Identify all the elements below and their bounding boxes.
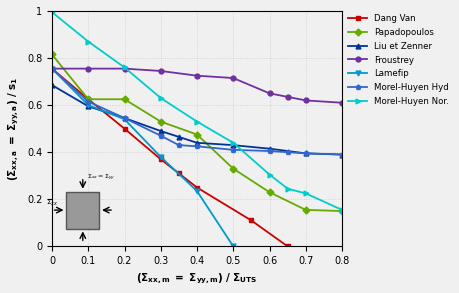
Papadopoulos bbox=[339, 209, 344, 213]
Line: Morel-Huyen Hyd: Morel-Huyen Hyd bbox=[50, 66, 344, 157]
Dang Van bbox=[157, 158, 163, 161]
Morel-Huyen Nor. bbox=[339, 208, 344, 212]
Morel-Huyen Hyd bbox=[302, 151, 308, 155]
Liu et Zenner bbox=[194, 141, 199, 144]
Morel-Huyen Hyd bbox=[176, 143, 181, 147]
Legend: Dang Van, Papadopoulos, Liu et Zenner, Froustrey, Lamefip, Morel-Huyen Hyd, More: Dang Van, Papadopoulos, Liu et Zenner, F… bbox=[344, 11, 451, 109]
Liu et Zenner bbox=[85, 105, 91, 108]
Liu et Zenner bbox=[266, 147, 272, 150]
X-axis label: $\bf{(\Sigma_{xx,m}\ =\ \Sigma_{yy,m})\ /\ \Sigma_{UTS}}$: $\bf{(\Sigma_{xx,m}\ =\ \Sigma_{yy,m})\ … bbox=[136, 272, 257, 286]
Morel-Huyen Hyd bbox=[339, 153, 344, 156]
Line: Morel-Huyen Nor.: Morel-Huyen Nor. bbox=[50, 10, 344, 212]
Papadopoulos bbox=[122, 98, 127, 101]
Lamefip bbox=[122, 117, 127, 121]
Froustrey bbox=[230, 76, 235, 80]
Liu et Zenner bbox=[339, 153, 344, 156]
Y-axis label: $\bf{(\Sigma_{xx,a}\ =\ \Sigma_{yy,a})\ /\ s_1}$: $\bf{(\Sigma_{xx,a}\ =\ \Sigma_{yy,a})\ … bbox=[7, 76, 21, 181]
Morel-Huyen Hyd bbox=[230, 148, 235, 151]
Morel-Huyen Hyd bbox=[194, 144, 199, 148]
Morel-Huyen Nor. bbox=[157, 96, 163, 100]
Liu et Zenner bbox=[176, 135, 181, 139]
Morel-Huyen Nor. bbox=[122, 66, 127, 69]
Morel-Huyen Hyd bbox=[284, 150, 290, 154]
Liu et Zenner bbox=[230, 143, 235, 147]
Froustrey bbox=[266, 92, 272, 95]
Line: Froustrey: Froustrey bbox=[50, 66, 344, 105]
Text: $\Sigma_{xx}{=}\Sigma_{yy}$: $\Sigma_{xx}{=}\Sigma_{yy}$ bbox=[87, 173, 115, 183]
Froustrey bbox=[194, 74, 199, 77]
Froustrey bbox=[284, 95, 290, 99]
Papadopoulos bbox=[302, 208, 308, 212]
Morel-Huyen Hyd bbox=[122, 116, 127, 120]
Line: Dang Van: Dang Van bbox=[50, 66, 290, 249]
Liu et Zenner bbox=[49, 83, 55, 87]
Liu et Zenner bbox=[157, 129, 163, 133]
Morel-Huyen Hyd bbox=[266, 149, 272, 153]
Dang Van bbox=[49, 67, 55, 70]
Morel-Huyen Nor. bbox=[284, 187, 290, 190]
Lamefip bbox=[85, 103, 91, 107]
Froustrey bbox=[302, 99, 308, 102]
Froustrey bbox=[157, 69, 163, 73]
Bar bbox=[66, 192, 99, 229]
Morel-Huyen Hyd bbox=[49, 67, 55, 70]
Lamefip bbox=[157, 155, 163, 159]
Papadopoulos bbox=[85, 98, 91, 101]
Dang Van bbox=[284, 245, 290, 248]
Line: Lamefip: Lamefip bbox=[50, 66, 235, 249]
Lamefip bbox=[230, 245, 235, 248]
Papadopoulos bbox=[194, 133, 199, 136]
Morel-Huyen Nor. bbox=[230, 141, 235, 144]
Dang Van bbox=[122, 127, 127, 130]
Morel-Huyen Hyd bbox=[157, 134, 163, 137]
Liu et Zenner bbox=[302, 151, 308, 155]
Morel-Huyen Nor. bbox=[85, 40, 91, 43]
Papadopoulos bbox=[157, 120, 163, 123]
Lamefip bbox=[49, 67, 55, 70]
Morel-Huyen Nor. bbox=[49, 10, 55, 14]
Dang Van bbox=[85, 98, 91, 101]
Papadopoulos bbox=[49, 53, 55, 56]
Text: $\Sigma_{xx}$: $\Sigma_{xx}$ bbox=[46, 198, 58, 208]
Morel-Huyen Nor. bbox=[302, 192, 308, 195]
Line: Papadopoulos: Papadopoulos bbox=[50, 52, 344, 214]
Morel-Huyen Nor. bbox=[266, 173, 272, 176]
Dang Van bbox=[248, 219, 253, 222]
Papadopoulos bbox=[266, 190, 272, 194]
Froustrey bbox=[49, 67, 55, 70]
Line: Liu et Zenner: Liu et Zenner bbox=[50, 83, 344, 157]
Dang Van bbox=[194, 186, 199, 189]
Froustrey bbox=[122, 67, 127, 70]
Morel-Huyen Hyd bbox=[85, 100, 91, 103]
Froustrey bbox=[85, 67, 91, 70]
Froustrey bbox=[339, 101, 344, 105]
Dang Van bbox=[176, 172, 181, 175]
Papadopoulos bbox=[230, 167, 235, 171]
Lamefip bbox=[194, 189, 199, 193]
Morel-Huyen Nor. bbox=[194, 120, 199, 123]
Liu et Zenner bbox=[122, 116, 127, 120]
